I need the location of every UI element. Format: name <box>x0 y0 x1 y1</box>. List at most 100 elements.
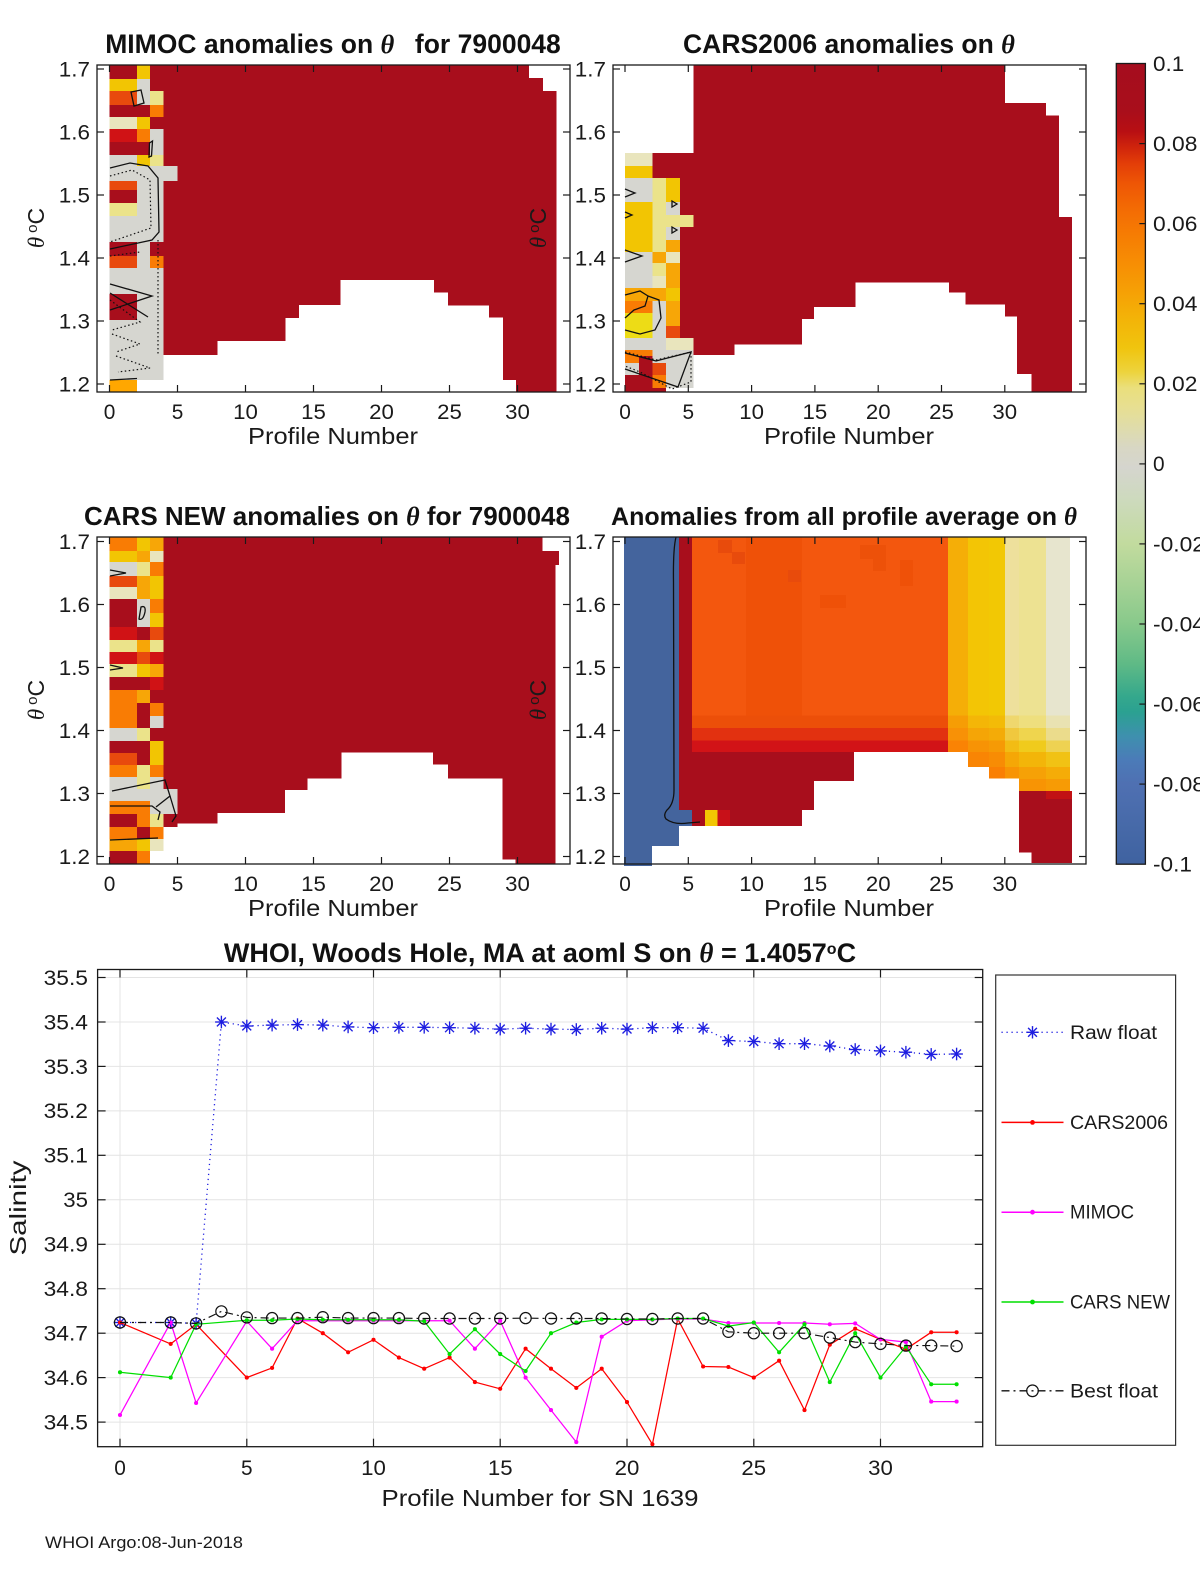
svg-text:0.04: 0.04 <box>1153 293 1198 316</box>
svg-text:10: 10 <box>361 1457 386 1480</box>
svg-text:5: 5 <box>683 401 695 424</box>
svg-text:-0.1: -0.1 <box>1153 854 1192 877</box>
svg-text:0.1: 0.1 <box>1153 53 1184 76</box>
svg-text:30: 30 <box>505 873 530 896</box>
svg-text:35.1: 35.1 <box>44 1145 88 1168</box>
svg-text:5: 5 <box>683 873 695 896</box>
svg-text:20: 20 <box>866 873 891 896</box>
svg-text:1.6: 1.6 <box>575 594 606 617</box>
svg-text:1.6: 1.6 <box>59 121 90 144</box>
svg-text:15: 15 <box>301 873 326 896</box>
svg-text:-0.06: -0.06 <box>1153 693 1200 716</box>
svg-text:15: 15 <box>301 401 326 424</box>
svg-text:θoC: θoC <box>525 680 551 720</box>
svg-text:25: 25 <box>929 401 954 424</box>
svg-text:34.7: 34.7 <box>44 1323 88 1346</box>
svg-text:1.3: 1.3 <box>575 783 606 806</box>
svg-text:1.7: 1.7 <box>59 58 90 81</box>
svg-text:1.5: 1.5 <box>59 657 90 680</box>
svg-text:35.4: 35.4 <box>44 1011 89 1034</box>
svg-text:-0.08: -0.08 <box>1153 774 1200 797</box>
svg-text:CARS NEW: CARS NEW <box>1070 1293 1170 1314</box>
svg-text:1.3: 1.3 <box>59 310 90 333</box>
svg-text:20: 20 <box>369 873 394 896</box>
svg-text:0: 0 <box>619 873 631 896</box>
svg-text:25: 25 <box>437 401 462 424</box>
svg-text:Best float: Best float <box>1070 1381 1159 1402</box>
svg-text:Anomalies from all profile ave: Anomalies from all profile average on θ <box>611 503 1077 531</box>
svg-text:10: 10 <box>233 401 258 424</box>
svg-text:1.7: 1.7 <box>59 531 90 554</box>
svg-text:34.5: 34.5 <box>44 1411 88 1434</box>
svg-text:Profile Number for SN 1639: Profile Number for SN 1639 <box>382 1485 699 1511</box>
svg-text:MIMOC anomalies on θ for 7900: MIMOC anomalies on θ for 7900048 <box>105 29 561 59</box>
svg-text:34.8: 34.8 <box>44 1278 88 1301</box>
svg-text:1.7: 1.7 <box>575 58 606 81</box>
svg-text:1.6: 1.6 <box>575 121 606 144</box>
svg-text:20: 20 <box>369 401 394 424</box>
svg-text:Profile Number: Profile Number <box>764 895 934 921</box>
svg-text:35.2: 35.2 <box>44 1100 88 1123</box>
svg-text:5: 5 <box>172 873 184 896</box>
svg-text:15: 15 <box>488 1457 513 1480</box>
svg-text:CARS2006 anomalies on θ: CARS2006 anomalies on θ <box>683 29 1015 59</box>
svg-text:-0.04: -0.04 <box>1153 613 1200 636</box>
svg-text:25: 25 <box>741 1457 766 1480</box>
svg-text:0: 0 <box>619 401 631 424</box>
svg-text:Profile Number: Profile Number <box>248 423 418 449</box>
svg-text:1.2: 1.2 <box>575 373 606 396</box>
svg-text:-0.02: -0.02 <box>1153 533 1200 556</box>
svg-text:30: 30 <box>505 401 530 424</box>
svg-text:MIMOC: MIMOC <box>1070 1203 1134 1224</box>
svg-text:CARS2006: CARS2006 <box>1070 1113 1168 1134</box>
svg-text:0: 0 <box>104 873 116 896</box>
svg-text:30: 30 <box>992 873 1017 896</box>
svg-text:Salinity: Salinity <box>5 1160 31 1256</box>
svg-text:1.3: 1.3 <box>575 310 606 333</box>
svg-text:1.5: 1.5 <box>575 657 606 680</box>
svg-text:0: 0 <box>104 401 116 424</box>
svg-text:1.2: 1.2 <box>59 373 90 396</box>
svg-text:1.6: 1.6 <box>59 594 90 617</box>
svg-text:1.4: 1.4 <box>575 720 607 743</box>
svg-text:1.5: 1.5 <box>575 184 606 207</box>
svg-text:CARS NEW anomalies on θ for 79: CARS NEW anomalies on θ for 7900048 <box>84 501 570 531</box>
svg-text:34.9: 34.9 <box>44 1234 88 1257</box>
svg-text:WHOI Argo:08-Jun-2018: WHOI Argo:08-Jun-2018 <box>45 1533 243 1552</box>
svg-text:20: 20 <box>615 1457 640 1480</box>
svg-text:10: 10 <box>739 873 764 896</box>
svg-text:5: 5 <box>241 1457 253 1480</box>
svg-text:0.08: 0.08 <box>1153 133 1197 156</box>
svg-text:25: 25 <box>437 873 462 896</box>
svg-text:Profile Number: Profile Number <box>764 423 934 449</box>
svg-text:30: 30 <box>992 401 1017 424</box>
svg-text:35: 35 <box>63 1189 88 1212</box>
svg-text:5: 5 <box>172 401 184 424</box>
svg-text:0.02: 0.02 <box>1153 373 1197 396</box>
svg-text:30: 30 <box>868 1457 893 1480</box>
svg-text:1.4: 1.4 <box>575 247 607 270</box>
svg-text:35.3: 35.3 <box>44 1056 88 1079</box>
svg-text:θoC: θoC <box>23 208 49 248</box>
svg-text:0: 0 <box>1153 453 1165 476</box>
svg-text:1.4: 1.4 <box>59 720 91 743</box>
svg-text:1.5: 1.5 <box>59 184 90 207</box>
svg-text:35.5: 35.5 <box>44 967 88 990</box>
svg-text:20: 20 <box>866 401 891 424</box>
svg-text:Raw float: Raw float <box>1070 1023 1158 1044</box>
svg-text:34.6: 34.6 <box>44 1367 88 1390</box>
svg-text:1.3: 1.3 <box>59 783 90 806</box>
svg-text:1.7: 1.7 <box>575 531 606 554</box>
svg-text:0: 0 <box>114 1457 126 1480</box>
svg-text:θoC: θoC <box>525 208 551 248</box>
svg-text:25: 25 <box>929 873 954 896</box>
svg-text:15: 15 <box>803 401 828 424</box>
svg-text:10: 10 <box>233 873 258 896</box>
svg-text:10: 10 <box>739 401 764 424</box>
svg-text:15: 15 <box>803 873 828 896</box>
svg-text:1.2: 1.2 <box>575 846 606 869</box>
svg-text:1.4: 1.4 <box>59 247 91 270</box>
svg-text:WHOI, Woods Hole, MA at aoml S: WHOI, Woods Hole, MA at aoml S on θ = 1.… <box>224 938 856 968</box>
svg-text:Profile Number: Profile Number <box>248 895 418 921</box>
svg-text:0.06: 0.06 <box>1153 213 1197 236</box>
